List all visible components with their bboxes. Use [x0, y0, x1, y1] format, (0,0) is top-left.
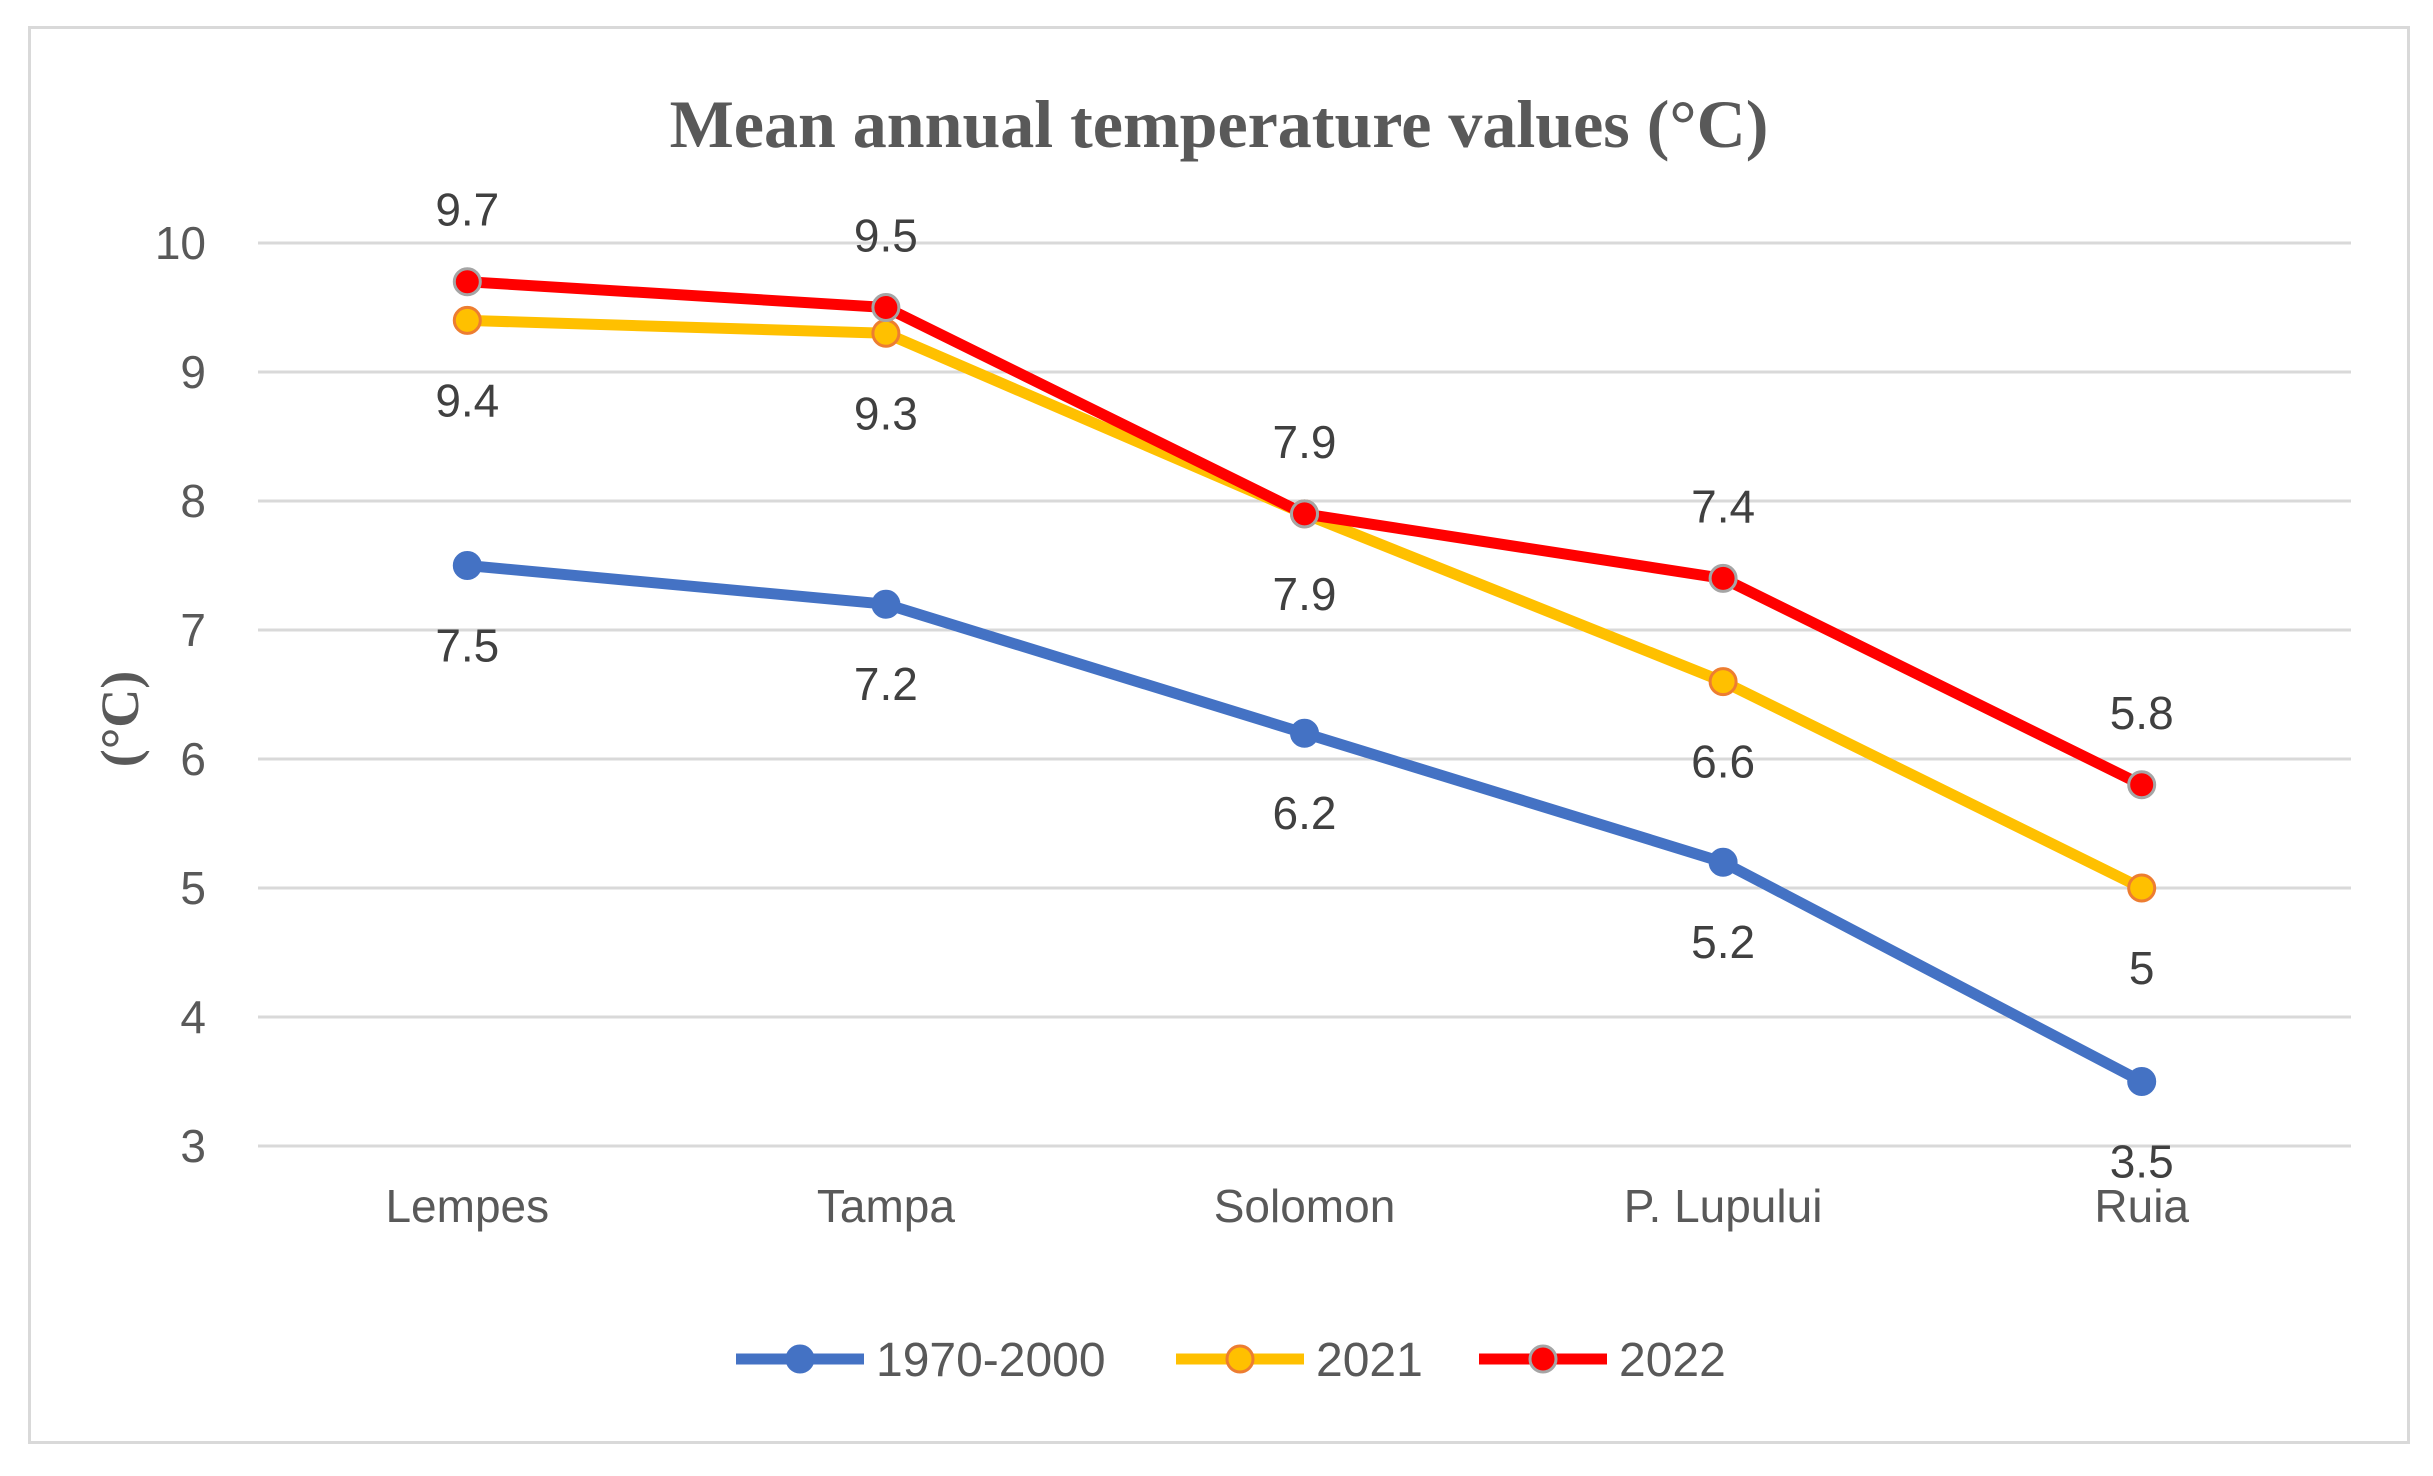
data-label-2021: 5 — [2129, 942, 2155, 994]
chart-frame: Mean annual temperature values (°C) (°C)… — [28, 26, 2410, 1444]
data-label-1970-2000: 6.2 — [1273, 787, 1337, 839]
x-category-label: Solomon — [1214, 1180, 1396, 1232]
legend-label: 2022 — [1619, 1334, 1726, 1387]
legend-swatch-marker — [785, 1344, 815, 1374]
y-tick-label: 9 — [180, 346, 206, 398]
data-label-2021: 6.6 — [1691, 736, 1755, 788]
series-lines — [452, 267, 2157, 1096]
y-tick-label: 3 — [180, 1120, 206, 1172]
data-label-1970-2000: 5.2 — [1691, 916, 1755, 968]
legend-item-2022: 2022 — [1479, 1334, 1726, 1387]
y-axis-label: (°C) — [90, 671, 150, 768]
data-point-2021 — [871, 318, 901, 348]
legend-label: 2021 — [1316, 1334, 1423, 1387]
data-label-2021: 7.9 — [1273, 568, 1337, 620]
data-label-2021: 9.3 — [854, 387, 918, 439]
legend-swatch-marker — [1528, 1344, 1558, 1374]
legend: 1970-2000 2021 2022 — [736, 1334, 1726, 1387]
x-category-label: Ruia — [2094, 1180, 2189, 1232]
y-tick-label: 6 — [180, 733, 206, 785]
y-tick-label: 10 — [155, 217, 206, 269]
x-category-label: Lempes — [385, 1180, 549, 1232]
x-axis-categories: Lempes Tampa Solomon P. Lupului Ruia — [385, 1180, 2189, 1232]
data-point-1970-2000 — [871, 589, 901, 619]
data-label-2022: 7.9 — [1273, 416, 1337, 468]
legend-swatch-marker — [1225, 1344, 1255, 1374]
data-label-2022: 9.5 — [854, 210, 918, 262]
data-point-2022 — [871, 293, 901, 322]
y-tick-label: 8 — [180, 475, 206, 527]
series-line-2022 — [461, 276, 2148, 791]
data-point-2022 — [2127, 770, 2157, 800]
data-label-1970-2000: 7.5 — [435, 620, 499, 672]
legend-item-1970-2000: 1970-2000 — [736, 1334, 1106, 1387]
data-label-2022: 9.7 — [435, 184, 499, 236]
y-tick-label: 5 — [180, 862, 206, 914]
data-point-1970-2000 — [2127, 1067, 2157, 1096]
data-point-2021 — [452, 305, 482, 335]
data-label-2021: 9.4 — [435, 374, 499, 426]
data-point-1970-2000 — [1708, 847, 1738, 877]
data-label-2022: 5.8 — [2110, 687, 2174, 739]
data-label-1970-2000: 3.5 — [2110, 1136, 2174, 1188]
data-point-2022 — [1290, 499, 1319, 529]
data-label-1970-2000: 7.2 — [854, 658, 918, 710]
data-label-2022: 7.4 — [1691, 480, 1755, 532]
data-point-1970-2000 — [452, 551, 482, 580]
chart-title: Mean annual temperature values (°C) — [670, 86, 1769, 162]
y-axis-ticks: 3 4 5 6 7 8 9 10 — [155, 217, 206, 1172]
y-tick-label: 4 — [180, 991, 206, 1043]
data-point-1970-2000 — [1290, 718, 1319, 748]
data-labels: 7.5 7.2 6.2 5.2 3.5 9.4 9.3 7.9 6.6 5 9.7 9.5 7.9 7.4… — [435, 184, 2173, 1188]
data-point-2021 — [1708, 667, 1738, 697]
gridlines — [258, 241, 2351, 1148]
data-point-2021 — [2127, 873, 2157, 903]
data-point-2022 — [1708, 563, 1738, 593]
legend-item-2021: 2021 — [1176, 1334, 1423, 1387]
x-category-label: P. Lupului — [1624, 1180, 1823, 1232]
y-tick-label: 7 — [180, 604, 206, 656]
legend-label: 1970-2000 — [876, 1334, 1106, 1387]
x-category-label: Tampa — [817, 1180, 955, 1232]
line-chart: Mean annual temperature values (°C) (°C)… — [90, 86, 2351, 1387]
data-point-2022 — [452, 267, 482, 297]
